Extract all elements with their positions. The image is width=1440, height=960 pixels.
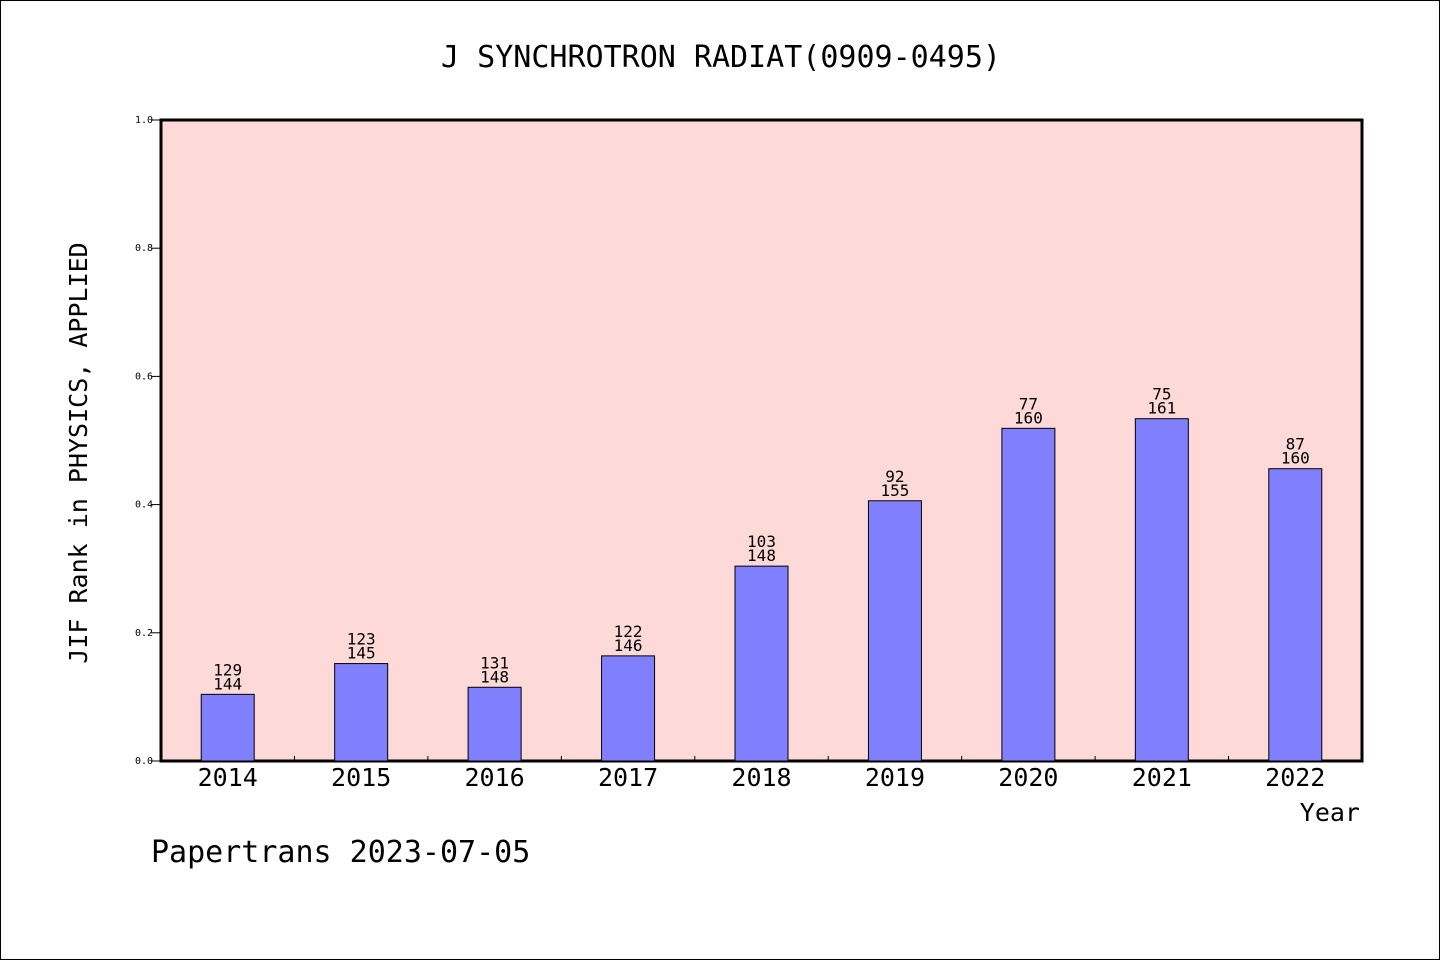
y-tick-label: 1.0 [135,115,153,126]
bar-rank-label: 122 [614,622,643,641]
chart-title: J SYNCHROTRON RADIAT(0909-0495) [441,40,1001,75]
bar-2015 [334,663,389,762]
bar-2018 [734,565,789,762]
x-tick-label: 2016 [465,763,525,792]
bar-2014 [200,693,255,762]
x-tick-label: 2018 [731,763,791,792]
x-tick-label: 2019 [865,763,925,792]
y-tick-label: 0.6 [135,371,153,382]
bar-total-label: 160 [1281,449,1310,468]
bar-rank-label: 123 [347,630,376,649]
bar-total-label: 161 [1147,399,1176,418]
y-tick-label: 0.4 [135,500,153,511]
x-tick-label: 2022 [1265,763,1325,792]
bar-value-labels: 1291441231451311481221461031489215577160… [213,385,1309,694]
bar-total-label: 160 [1014,408,1043,427]
bar-series [200,418,1323,762]
bar-2016 [467,686,522,762]
bar-total-label: 146 [614,636,643,655]
y-tick-label: 0.2 [135,628,153,639]
x-axis-title: Year [1300,798,1360,827]
bar-rank-label: 131 [480,653,509,672]
bar-total-label: 148 [747,546,776,565]
bar-rank-label: 92 [885,467,904,486]
bar-2022 [1268,468,1323,762]
x-tick-label: 2020 [998,763,1058,792]
footer-credit: Papertrans 2023-07-05 [151,835,531,870]
bar-rank-label: 103 [747,532,776,551]
bar-rank-label: 129 [213,660,242,679]
x-tick-label: 2015 [331,763,391,792]
bar-rank-label: 77 [1019,394,1038,413]
x-tick-label: 2017 [598,763,658,792]
bar-2020 [1001,427,1056,762]
x-tick-label: 2014 [198,763,258,792]
bar-rank-label: 87 [1286,435,1305,454]
bar-2019 [867,500,922,762]
bar-rank-label: 75 [1152,385,1171,404]
bar-total-label: 145 [347,644,376,663]
bar-2017 [601,655,656,762]
bar-total-label: 148 [480,667,509,686]
bar-total-label: 144 [213,674,242,693]
bar-2021 [1134,418,1189,762]
y-axis-title: JIF Rank in PHYSICS, APPLIED [64,242,93,663]
y-axis: 0.0 0.2 0.4 0.6 0.8 1.0 [135,115,161,767]
bar-total-label: 155 [880,481,909,500]
x-axis: 2014 2015 2016 2017 2018 2019 2020 2021 2022 [198,756,1325,792]
y-tick-label: 0.0 [135,756,153,767]
y-tick-label: 0.8 [135,243,153,254]
x-tick-label: 2021 [1132,763,1192,792]
